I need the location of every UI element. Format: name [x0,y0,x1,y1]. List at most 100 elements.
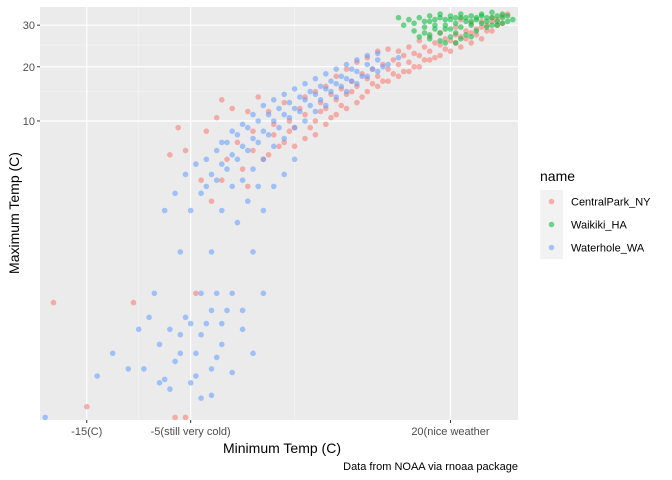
data-point [395,14,402,21]
data-point [161,376,168,383]
x-axis-title: Minimum Temp (C) [223,440,341,456]
data-point [374,83,381,90]
data-point [338,73,345,80]
data-point [452,20,459,27]
x-axis-ticks: -15(C) -5(still very cold) 20(nice weather [71,420,490,438]
data-point [265,111,272,118]
data-point [271,97,277,103]
data-point [281,135,288,142]
data-point [354,80,360,87]
data-point [447,13,454,19]
data-point [213,147,220,154]
data-point [208,307,215,314]
data-point [219,341,225,348]
data-point [255,183,261,190]
x-tick-label: -5(still very cold) [151,426,231,438]
data-point [42,414,48,421]
data-point [255,118,261,124]
data-point [84,403,90,410]
data-point [239,307,246,314]
data-point [369,66,376,72]
data-point [374,50,381,57]
data-point [302,80,308,87]
data-point [260,290,267,297]
legend-key-point [548,244,555,251]
data-point [390,57,397,63]
data-point [239,166,246,172]
data-point [312,132,319,138]
data-point [343,61,350,68]
data-point [250,135,256,142]
data-point [245,147,251,154]
data-point [125,366,132,372]
data-point [255,94,261,100]
data-point [291,124,298,131]
data-point [291,156,298,163]
data-point [219,207,225,214]
data-point [463,36,469,42]
data-point [276,143,282,150]
data-point [239,177,246,183]
data-point [182,314,189,321]
data-point [406,16,412,23]
data-point [463,32,469,38]
data-point [219,97,225,103]
data-point [297,94,303,100]
data-point [177,350,184,357]
data-point [348,88,355,95]
data-point [421,30,428,36]
data-point [135,326,142,333]
data-point [442,16,449,23]
data-point [323,71,329,77]
data-point [374,68,381,75]
data-point [426,32,433,38]
data-point [167,326,173,333]
data-point [250,147,256,154]
data-point [447,26,454,32]
data-point [359,94,365,100]
data-point [250,249,256,255]
data-point [281,111,288,118]
data-point [374,57,381,63]
data-point [359,73,365,80]
data-point [499,20,506,27]
data-point [245,124,251,131]
data-point [317,108,324,115]
data-point [172,190,178,197]
data-point [167,386,173,392]
data-point [406,59,412,65]
data-point [473,14,480,21]
data-point [271,143,277,150]
data-point [208,366,215,372]
data-point [187,207,194,214]
data-point [219,139,225,146]
x-tick-label: 20(nice weather [411,426,490,438]
data-point [437,11,443,17]
y-axis-ticks: 10 20 30 [23,20,40,128]
data-point [193,290,199,297]
data-point [250,111,256,118]
y-axis-title: Maximum Temp (C) [6,152,22,274]
legend-label: CentralPark_NY [571,197,651,209]
data-point [229,152,235,158]
data-point [421,44,428,50]
data-point [489,14,495,21]
data-point [281,91,288,98]
data-point [364,73,371,80]
data-point [234,139,241,146]
data-point [468,30,475,36]
data-point [234,132,241,138]
data-point [260,156,267,163]
data-point [203,320,210,327]
data-point [442,36,449,42]
y-tick-label: 20 [23,62,35,74]
data-point [364,52,371,59]
data-point [473,28,480,34]
data-point [312,75,319,82]
data-point [432,54,438,61]
data-point [411,28,417,34]
data-point [276,124,282,131]
data-point [161,207,168,214]
data-point [187,380,194,386]
data-point [281,171,288,178]
